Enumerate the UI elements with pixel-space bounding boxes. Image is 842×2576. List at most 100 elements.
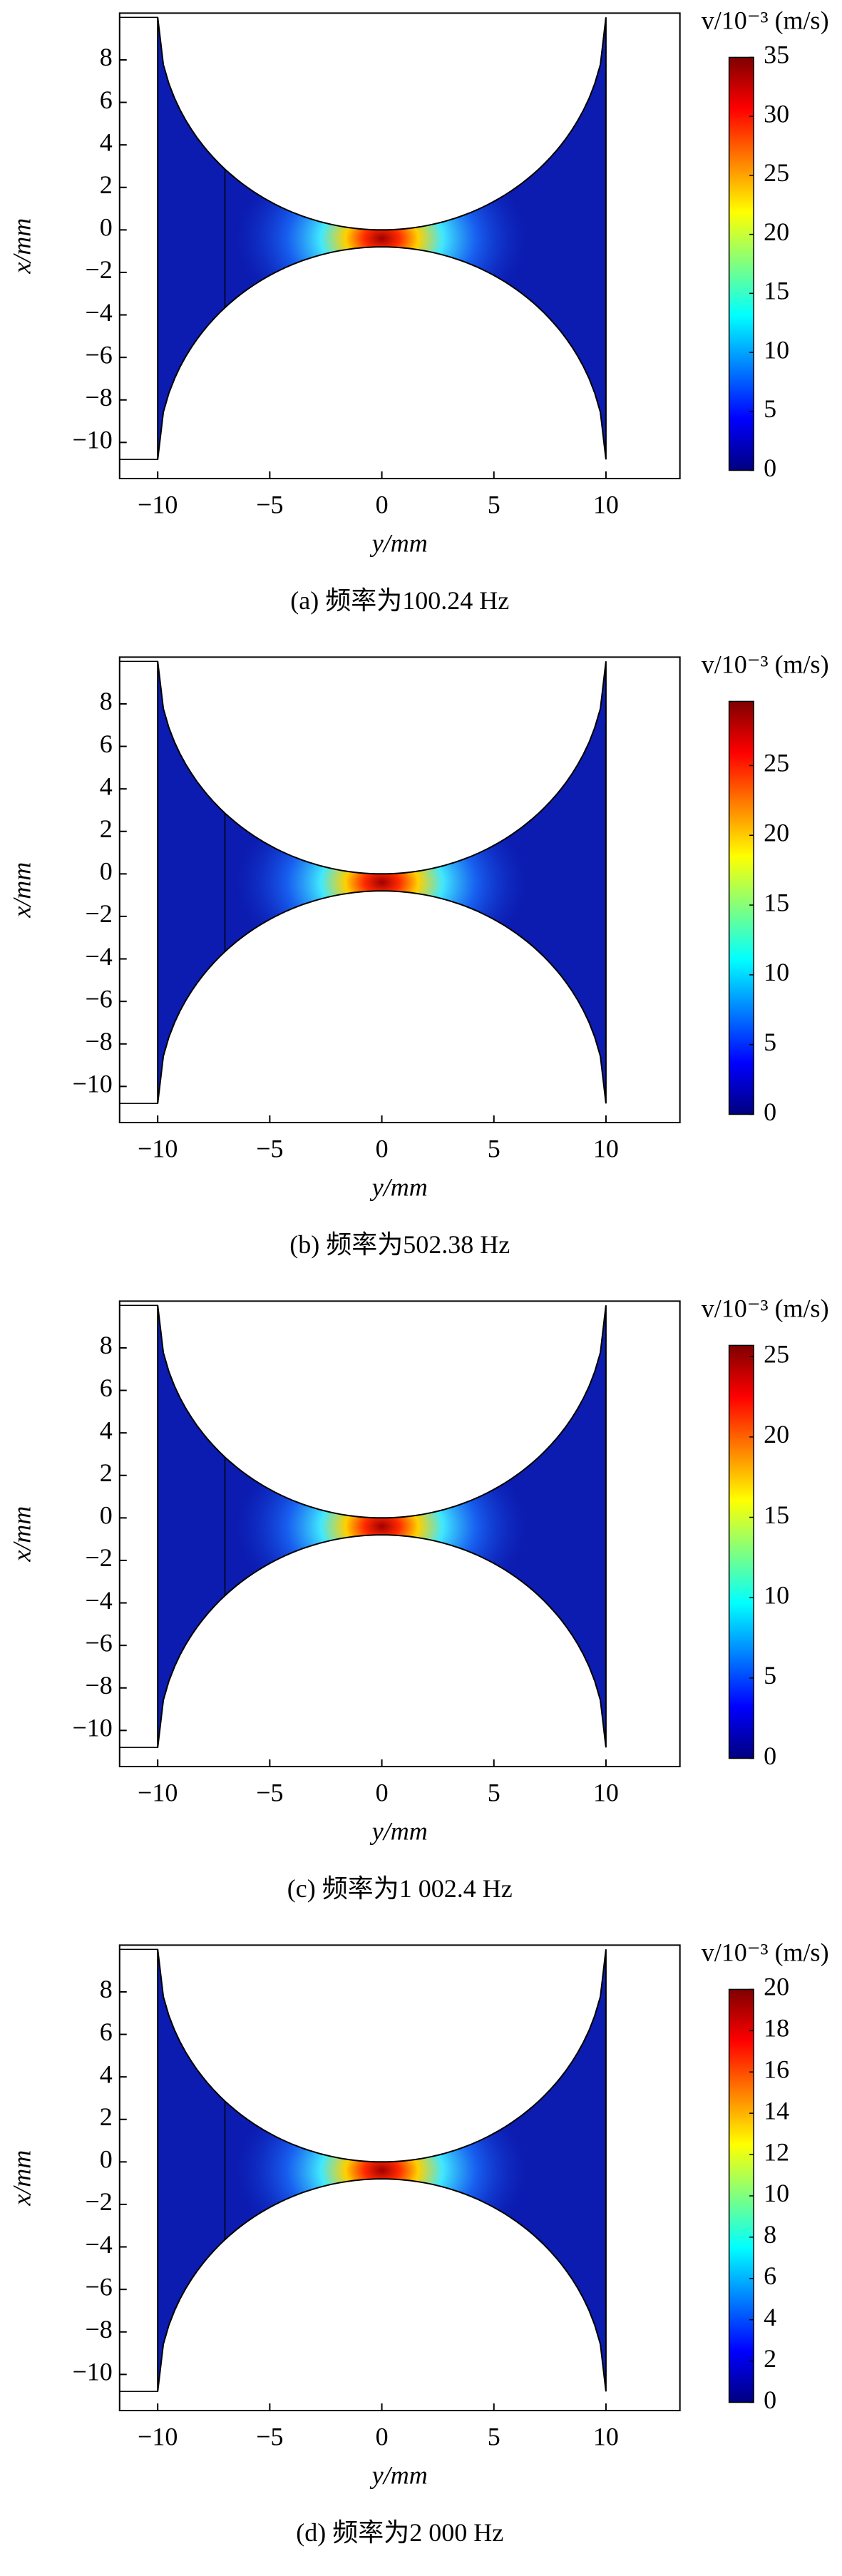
y-tick-label: −6 — [85, 1628, 112, 1657]
y-tick-label: −2 — [85, 255, 112, 284]
y-tick-label: 2 — [100, 2102, 113, 2131]
y-axis-label: x/mm — [8, 2150, 36, 2207]
y-tick-label: 2 — [100, 814, 113, 843]
colorbar-tick-label: 16 — [764, 2055, 789, 2084]
colorbar-tick-label: 25 — [764, 1339, 789, 1368]
x-tick-label: 10 — [593, 490, 619, 518]
colorbar-tick-label: 18 — [764, 2014, 789, 2043]
plot-frame — [118, 656, 681, 1124]
colorbar-tick-label: 10 — [764, 335, 789, 364]
y-tick-label: −10 — [72, 426, 112, 454]
y-tick-label: 0 — [100, 857, 113, 886]
colorbar-label: v/10⁻³ (m/s) — [702, 650, 829, 678]
y-tick-label: 0 — [100, 1501, 113, 1530]
inlet-box — [119, 1948, 158, 2392]
y-tick-label: −10 — [72, 1070, 112, 1098]
colorbar-label: v/10⁻³ (m/s) — [702, 1294, 829, 1322]
x-tick-label: 10 — [593, 1134, 619, 1162]
y-tick-label: −4 — [85, 298, 112, 327]
x-axis-label: y/mm — [370, 1816, 428, 1845]
y-tick-label: 4 — [100, 772, 113, 800]
inlet-box — [119, 1304, 158, 1748]
y-tick-label: 8 — [100, 687, 113, 715]
y-tick-label: −8 — [85, 1027, 112, 1056]
x-tick-label: 0 — [376, 1134, 389, 1162]
y-tick-label: 6 — [100, 730, 113, 758]
x-axis-label: y/mm — [370, 2460, 428, 2489]
colorbar-tick-label: 30 — [764, 99, 789, 128]
y-tick-label: −4 — [85, 942, 112, 971]
colorbar-tick-label: 10 — [764, 1580, 789, 1609]
x-tick-label: −5 — [256, 2422, 283, 2450]
x-tick-label: 10 — [593, 1778, 619, 1806]
x-tick-label: 0 — [376, 490, 389, 518]
y-axis-label: x/mm — [8, 862, 36, 919]
panel: −10 −5 0 5 1086420−2−4−6−8−10y/mmx/mm0510152… — [8, 650, 829, 1258]
caption: (c) 频率为1 002.4 Hz — [287, 1874, 513, 1903]
y-tick-label: −4 — [85, 1586, 112, 1615]
x-tick-label: −10 — [138, 2422, 178, 2450]
colorbar — [728, 700, 754, 1115]
x-tick-label: 10 — [593, 2422, 619, 2450]
colorbar-tick-label: 15 — [764, 888, 789, 916]
y-tick-label: −8 — [85, 2315, 112, 2344]
y-tick-label: 6 — [100, 1374, 113, 1402]
field-hotspot — [236, 787, 528, 978]
colorbar-tick-label: 20 — [764, 819, 789, 847]
colorbar-tick-label: 0 — [764, 1098, 776, 1126]
y-tick-label: −6 — [85, 2272, 112, 2301]
y-tick-label: −6 — [85, 340, 112, 369]
x-tick-label: −5 — [256, 1778, 283, 1806]
colorbar-tick-label: 8 — [764, 2220, 776, 2249]
y-tick-label: −6 — [85, 984, 112, 1013]
colorbar — [728, 56, 754, 471]
x-tick-label: −10 — [138, 1778, 178, 1806]
colorbar-tick-label: 25 — [764, 749, 789, 777]
plot-frame — [118, 1300, 681, 1768]
colorbar — [728, 1344, 754, 1759]
caption: (a) 频率为100.24 Hz — [290, 586, 509, 615]
colorbar-tick-label: 2 — [764, 2344, 776, 2373]
y-tick-label: −2 — [85, 899, 112, 928]
plot-frame — [118, 1944, 681, 2412]
y-tick-label: 2 — [100, 170, 113, 199]
y-tick-label: −2 — [85, 2187, 112, 2216]
x-tick-label: 5 — [488, 1778, 500, 1806]
field-hotspot — [236, 143, 528, 334]
colorbar-tick-label: 20 — [764, 1973, 789, 2001]
field-outline — [157, 661, 607, 1104]
field-outline — [157, 1949, 607, 2392]
colorbar-tick-label: 25 — [764, 158, 789, 187]
x-tick-label: 5 — [488, 1134, 500, 1162]
y-tick-label: −4 — [85, 2230, 112, 2259]
colorbar-tick-label: 20 — [764, 218, 789, 246]
colorbar-tick-label: 20 — [764, 1420, 789, 1448]
y-tick-label: −10 — [72, 2358, 112, 2386]
colorbar-tick-label: 6 — [764, 2261, 776, 2290]
inlet-box — [119, 16, 158, 460]
y-axis-label: x/mm — [8, 218, 36, 275]
x-tick-label: −5 — [256, 490, 283, 518]
panel: −10 −5 0 5 1086420−2−4−6−8−10y/mmx/mm0510152… — [8, 1294, 829, 1902]
colorbar-tick-label: 0 — [764, 2386, 776, 2414]
y-axis-label: x/mm — [8, 1506, 36, 1563]
y-tick-label: 4 — [100, 1416, 113, 1444]
y-tick-label: 4 — [100, 2060, 113, 2088]
colorbar-tick-label: 15 — [764, 277, 789, 305]
colorbar-tick-label: 35 — [764, 41, 789, 69]
panel: −10 −5 0 5 1086420−2−4−6−8−10y/mmx/mm0510152… — [8, 6, 829, 614]
x-axis-label: y/mm — [370, 528, 428, 557]
y-tick-label: −10 — [72, 1714, 112, 1742]
y-tick-label: −8 — [85, 1671, 112, 1700]
colorbar-tick-label: 0 — [764, 1742, 776, 1770]
x-tick-label: −10 — [138, 1134, 178, 1162]
inlet-box — [119, 660, 158, 1104]
field-outline — [157, 1305, 607, 1748]
y-tick-label: 8 — [100, 1331, 113, 1359]
x-tick-label: −10 — [138, 490, 178, 518]
colorbar-label: v/10⁻³ (m/s) — [702, 6, 829, 34]
colorbar-tick-label: 14 — [764, 2096, 789, 2125]
y-tick-label: 4 — [100, 128, 113, 156]
colorbar-tick-label: 0 — [764, 454, 776, 482]
